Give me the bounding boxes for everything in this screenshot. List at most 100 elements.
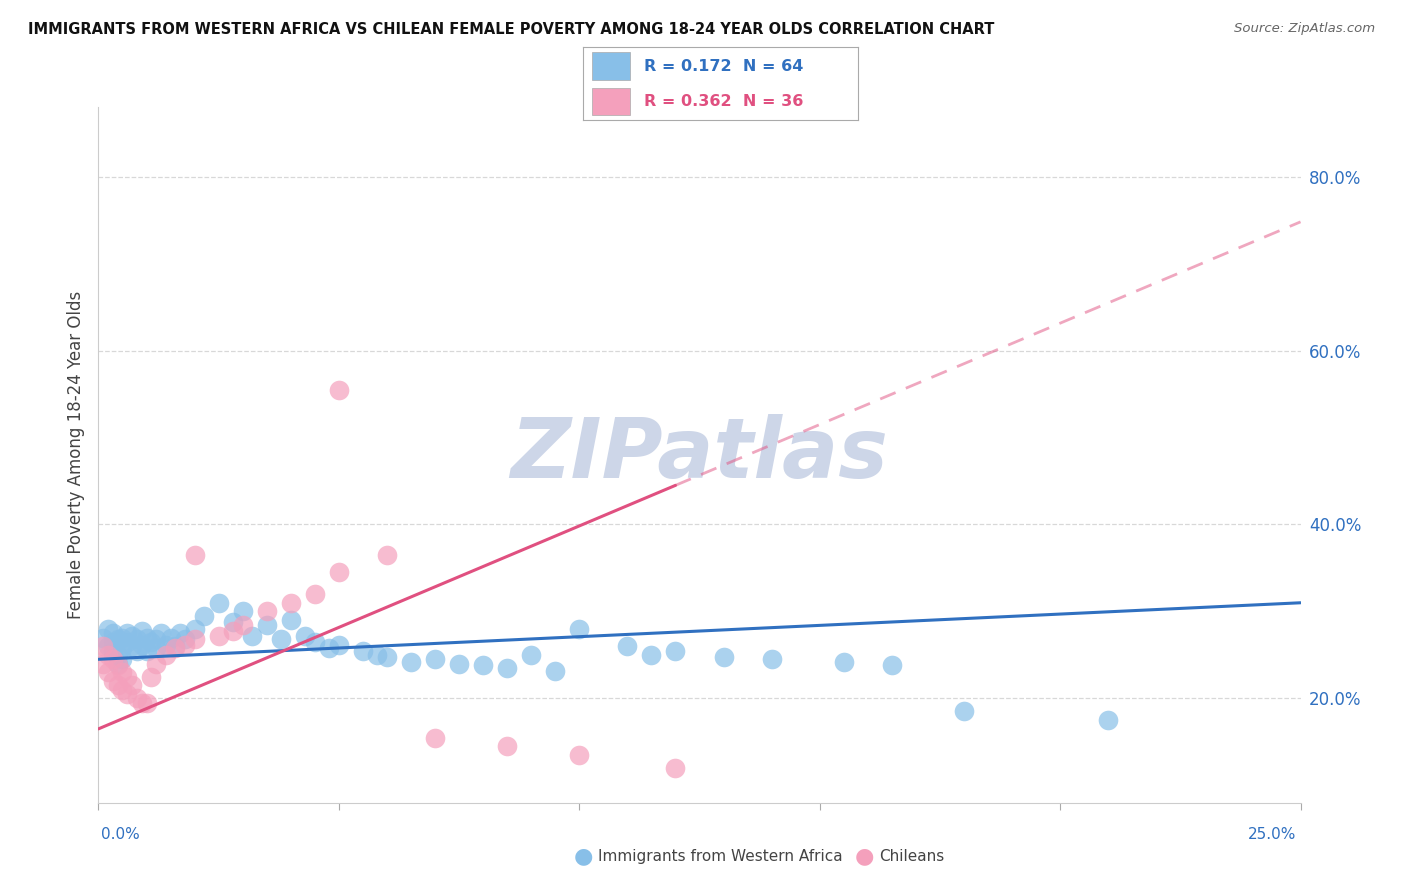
- Point: [496, 661, 519, 675]
- Point: [165, 639, 187, 653]
- FancyBboxPatch shape: [592, 87, 630, 115]
- Point: [232, 617, 254, 632]
- Point: [664, 643, 686, 657]
- Point: [125, 632, 148, 647]
- Point: [145, 657, 167, 671]
- Point: [149, 626, 172, 640]
- Point: [1097, 713, 1119, 727]
- Point: [117, 687, 139, 701]
- Point: [135, 643, 157, 657]
- Point: [375, 548, 398, 562]
- Point: [169, 626, 191, 640]
- Point: [117, 626, 139, 640]
- Point: [423, 731, 446, 745]
- Point: [222, 615, 245, 629]
- Point: [640, 648, 662, 662]
- Point: [183, 548, 205, 562]
- Point: [101, 652, 124, 666]
- Point: [101, 635, 124, 649]
- Point: [304, 587, 326, 601]
- Point: [280, 596, 302, 610]
- Point: [193, 608, 215, 623]
- Point: [270, 632, 292, 647]
- Point: [117, 670, 139, 684]
- Point: [472, 658, 495, 673]
- Point: [111, 682, 134, 697]
- Point: [328, 383, 350, 397]
- Point: [304, 635, 326, 649]
- Point: [121, 678, 143, 692]
- Point: [117, 635, 139, 649]
- Point: [208, 629, 231, 643]
- Point: [97, 639, 120, 653]
- Point: [447, 657, 470, 671]
- Point: [131, 624, 153, 638]
- Point: [568, 747, 591, 762]
- Point: [208, 596, 231, 610]
- Text: 25.0%: 25.0%: [1249, 827, 1296, 841]
- Point: [155, 648, 177, 662]
- Point: [107, 632, 129, 647]
- Point: [97, 622, 120, 636]
- Point: [222, 624, 245, 638]
- Text: ●: ●: [574, 847, 593, 866]
- Point: [352, 643, 374, 657]
- Point: [174, 638, 197, 652]
- Point: [135, 631, 157, 645]
- Point: [174, 632, 197, 647]
- Point: [159, 631, 181, 645]
- Point: [399, 655, 422, 669]
- Point: [91, 657, 114, 671]
- Point: [121, 629, 143, 643]
- Point: [544, 664, 567, 678]
- Point: [107, 658, 129, 673]
- Point: [91, 639, 114, 653]
- Point: [664, 761, 686, 775]
- Point: [97, 648, 120, 662]
- Point: [294, 629, 316, 643]
- Point: [280, 613, 302, 627]
- Point: [568, 622, 591, 636]
- Point: [366, 648, 388, 662]
- FancyBboxPatch shape: [592, 53, 630, 80]
- Text: R = 0.362  N = 36: R = 0.362 N = 36: [644, 94, 803, 109]
- Point: [91, 631, 114, 645]
- Point: [183, 632, 205, 647]
- Point: [111, 640, 134, 655]
- Text: IMMIGRANTS FROM WESTERN AFRICA VS CHILEAN FEMALE POVERTY AMONG 18-24 YEAR OLDS C: IMMIGRANTS FROM WESTERN AFRICA VS CHILEA…: [28, 22, 994, 37]
- Point: [328, 638, 350, 652]
- Text: R = 0.172  N = 64: R = 0.172 N = 64: [644, 59, 803, 74]
- Point: [131, 696, 153, 710]
- Point: [111, 652, 134, 666]
- Point: [496, 739, 519, 754]
- Point: [328, 566, 350, 580]
- Point: [125, 643, 148, 657]
- Y-axis label: Female Poverty Among 18-24 Year Olds: Female Poverty Among 18-24 Year Olds: [66, 291, 84, 619]
- Point: [145, 632, 167, 647]
- Point: [141, 635, 163, 649]
- Point: [832, 655, 855, 669]
- Point: [165, 640, 187, 655]
- Point: [135, 696, 157, 710]
- Text: Immigrants from Western Africa: Immigrants from Western Africa: [598, 849, 842, 863]
- Text: Chileans: Chileans: [879, 849, 943, 863]
- Point: [375, 649, 398, 664]
- Point: [101, 643, 124, 657]
- Point: [141, 670, 163, 684]
- Point: [145, 640, 167, 655]
- Text: ZIPatlas: ZIPatlas: [510, 415, 889, 495]
- Point: [125, 691, 148, 706]
- Point: [240, 629, 263, 643]
- Point: [232, 605, 254, 619]
- Point: [107, 678, 129, 692]
- Text: Source: ZipAtlas.com: Source: ZipAtlas.com: [1234, 22, 1375, 36]
- Point: [107, 648, 129, 662]
- Point: [111, 665, 134, 680]
- Point: [616, 639, 638, 653]
- Point: [111, 631, 134, 645]
- Point: [880, 658, 903, 673]
- Point: [121, 639, 143, 653]
- Point: [713, 649, 735, 664]
- Point: [953, 705, 976, 719]
- Point: [101, 674, 124, 689]
